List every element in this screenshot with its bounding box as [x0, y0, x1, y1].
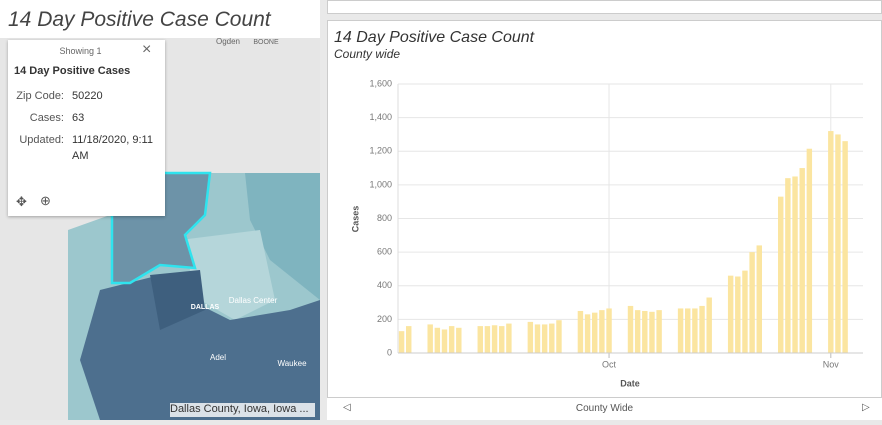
- bar: [406, 326, 412, 353]
- bar: [685, 308, 691, 353]
- bar: [706, 297, 712, 353]
- bar: [398, 331, 405, 353]
- bar: [692, 308, 698, 353]
- field-label: Zip Code:: [16, 90, 64, 102]
- footer-label: County Wide: [575, 403, 634, 414]
- bar: [527, 321, 534, 353]
- bar: [592, 312, 598, 353]
- popup-row: Zip Code: 50220: [8, 88, 165, 104]
- bar: [735, 276, 741, 353]
- zip-area: [80, 275, 320, 420]
- bar: [799, 168, 805, 353]
- popup: Showing 1 × 14 Day Positive Cases Zip Co…: [8, 40, 165, 216]
- bar: [842, 141, 848, 353]
- bar: [599, 310, 605, 353]
- next-button[interactable]: ▷: [862, 402, 870, 413]
- popup-title: 14 Day Positive Cases: [14, 65, 131, 77]
- pan-button[interactable]: ✥: [16, 194, 27, 209]
- bar: [541, 324, 548, 353]
- bar: [441, 329, 448, 353]
- x-tick-label: Oct: [602, 359, 617, 369]
- bar: [549, 323, 555, 353]
- bar: [828, 131, 834, 353]
- top-bar: [327, 0, 882, 14]
- bar: [835, 134, 841, 353]
- y-tick-label: 1,600: [369, 78, 392, 88]
- bar: [556, 320, 562, 353]
- bar: [584, 314, 591, 353]
- bar: [606, 308, 612, 353]
- map-label: BOONE: [253, 39, 279, 46]
- bar: [649, 311, 655, 353]
- y-tick-label: 1,200: [369, 146, 392, 156]
- prev-button[interactable]: ◁: [343, 402, 351, 413]
- footer: ◁ County Wide ▷: [327, 398, 882, 420]
- popup-fields: Zip Code: 50220 Cases: 63 Updated: 11/18/2020…: [8, 88, 165, 170]
- field-value: 11/18/2020, 9:11 AM: [72, 134, 153, 162]
- bar: [792, 176, 798, 353]
- y-axis-label: Cases: [350, 206, 360, 233]
- bar: [448, 326, 455, 353]
- bar: [785, 178, 791, 353]
- bar: [491, 325, 498, 353]
- map-panel: Ogden BOONE Dallas Center DALLAS Adel Wa…: [0, 0, 320, 420]
- attribution: Dallas County, Iowa, Iowa ...: [170, 403, 315, 417]
- map-label: DALLAS: [191, 304, 220, 311]
- bar: [642, 310, 648, 353]
- bar: [656, 310, 662, 353]
- bar: [427, 324, 433, 353]
- bar: [677, 308, 684, 353]
- map-label: Ogden: [216, 37, 240, 46]
- zip-area: [245, 173, 320, 300]
- popup-row: Updated: 11/18/2020, 9:11 AM: [8, 132, 165, 164]
- x-axis-label: Date: [620, 378, 640, 388]
- map-label-box: Dallas Center: [228, 296, 278, 305]
- bar: [484, 326, 491, 353]
- bar: [577, 310, 584, 353]
- close-button[interactable]: ×: [142, 41, 152, 58]
- map-label: Adel: [210, 353, 226, 362]
- chart-title: 14 Day Positive Case Count: [334, 29, 535, 46]
- popup-count: Showing 1: [59, 46, 102, 56]
- y-tick-label: 1,000: [369, 179, 392, 189]
- y-tick-label: 800: [377, 213, 392, 223]
- bar: [456, 327, 462, 353]
- y-tick-label: 1,400: [369, 112, 392, 122]
- bar: [806, 148, 813, 353]
- bar: [506, 323, 512, 353]
- bar: [499, 326, 505, 353]
- field-value: 50220: [72, 90, 103, 102]
- chart-panel: 14 Day Positive Case Count County wide D…: [327, 20, 882, 398]
- bar: [749, 252, 755, 353]
- y-tick-label: 600: [377, 247, 392, 257]
- panel-title: 14 Day Positive Case Count: [0, 0, 320, 38]
- bar: [634, 310, 641, 353]
- bar: [434, 327, 441, 353]
- popup-row: Cases: 63: [8, 110, 165, 126]
- y-tick-label: 200: [377, 314, 392, 324]
- field-label: Cases:: [29, 112, 64, 124]
- bar: [727, 275, 734, 353]
- bar: [477, 326, 483, 353]
- field-label: Updated:: [19, 134, 64, 146]
- bar: [778, 196, 784, 353]
- y-tick-label: 400: [377, 280, 392, 290]
- map-label: Dallas Center: [228, 296, 278, 305]
- bar: [699, 305, 705, 353]
- bar: [756, 245, 762, 353]
- x-tick-label: Nov: [823, 359, 840, 369]
- zip-area: [180, 230, 275, 320]
- chart-subtitle: County wide: [334, 47, 400, 61]
- zip-area: [150, 270, 205, 330]
- bar: [627, 305, 634, 353]
- field-value: 63: [72, 112, 85, 124]
- y-tick-label: 0: [387, 347, 392, 357]
- zoom-button[interactable]: ⊕: [40, 193, 51, 208]
- chart: 14 Day Positive Case Count County wide D…: [334, 29, 863, 388]
- bar: [742, 270, 748, 353]
- map-label: Waukee: [277, 359, 307, 368]
- bar: [534, 324, 541, 353]
